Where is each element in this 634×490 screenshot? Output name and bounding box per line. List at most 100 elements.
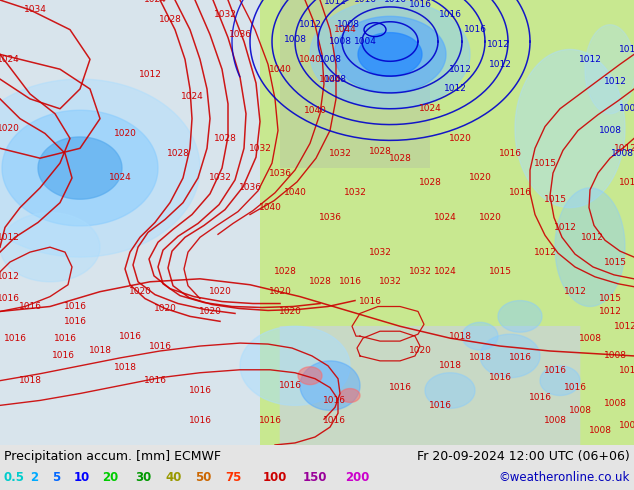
Text: 1020: 1020: [153, 304, 176, 313]
Text: 1028: 1028: [418, 178, 441, 187]
Text: 200: 200: [345, 471, 370, 485]
FancyBboxPatch shape: [200, 0, 634, 445]
Text: 1024: 1024: [0, 55, 20, 64]
Text: 1016: 1016: [278, 381, 302, 390]
Text: 1016: 1016: [389, 383, 411, 392]
Text: 1018: 1018: [439, 361, 462, 370]
Text: 20: 20: [102, 471, 119, 485]
Text: 1024: 1024: [108, 173, 131, 182]
Polygon shape: [555, 188, 625, 307]
Polygon shape: [480, 334, 540, 378]
Text: 1024: 1024: [418, 104, 441, 113]
Text: 150: 150: [303, 471, 328, 485]
Text: 1008: 1008: [619, 104, 634, 113]
Text: 1028: 1028: [214, 134, 236, 143]
Text: 1008: 1008: [569, 406, 592, 415]
Text: 1015: 1015: [533, 159, 557, 168]
Text: 1016: 1016: [18, 302, 41, 311]
Text: 1040: 1040: [299, 55, 321, 64]
Polygon shape: [425, 373, 475, 408]
Text: 1020: 1020: [129, 287, 152, 296]
Text: 1032: 1032: [344, 188, 366, 197]
Text: 1008: 1008: [619, 420, 634, 430]
Text: 1012: 1012: [619, 178, 634, 187]
Text: 1008: 1008: [588, 426, 612, 435]
Text: 1008: 1008: [337, 20, 359, 29]
Polygon shape: [585, 24, 634, 114]
Text: 1028: 1028: [158, 15, 181, 24]
Text: 1016: 1016: [508, 353, 531, 363]
Polygon shape: [300, 361, 360, 410]
Text: 1018: 1018: [89, 346, 112, 355]
Text: 0.5: 0.5: [4, 471, 25, 485]
Text: 1024: 1024: [181, 93, 204, 101]
Text: 1008: 1008: [283, 35, 306, 44]
Text: 1012: 1012: [299, 20, 321, 29]
Text: 1034: 1034: [23, 5, 46, 14]
Text: 1016: 1016: [63, 302, 86, 311]
Text: 1015: 1015: [543, 195, 567, 204]
Text: 1016: 1016: [358, 297, 382, 306]
Text: 1016: 1016: [188, 416, 212, 425]
Polygon shape: [358, 33, 422, 76]
Text: 1012: 1012: [598, 307, 621, 316]
Polygon shape: [515, 49, 625, 208]
Polygon shape: [0, 213, 100, 282]
Text: 1020: 1020: [408, 346, 432, 355]
Text: 30: 30: [135, 471, 152, 485]
Text: 1012: 1012: [581, 233, 604, 242]
Text: 1016: 1016: [429, 401, 451, 410]
Text: 1016: 1016: [463, 25, 486, 34]
Text: 75: 75: [225, 471, 242, 485]
Text: 2: 2: [30, 471, 38, 485]
Text: 1018: 1018: [113, 363, 136, 372]
Text: 1040: 1040: [283, 188, 306, 197]
Text: 1028: 1028: [389, 154, 411, 163]
Polygon shape: [38, 137, 122, 199]
Text: 1020: 1020: [198, 307, 221, 316]
Text: 1015: 1015: [598, 294, 621, 303]
Text: 1028: 1028: [167, 149, 190, 158]
Text: Precipitation accum. [mm] ECMWF: Precipitation accum. [mm] ECMWF: [4, 450, 221, 464]
Text: 1032: 1032: [209, 173, 231, 182]
Text: 1012: 1012: [0, 272, 20, 281]
Text: 1012: 1012: [619, 45, 634, 54]
Text: 1016: 1016: [63, 317, 86, 326]
Text: 1016: 1016: [508, 188, 531, 197]
Text: 1032: 1032: [214, 10, 236, 19]
Polygon shape: [498, 300, 542, 332]
Text: 1008: 1008: [318, 55, 342, 64]
Text: 1016: 1016: [323, 396, 346, 405]
Text: 1028: 1028: [368, 147, 391, 156]
Text: 1032: 1032: [408, 268, 432, 276]
Text: 1012: 1012: [614, 322, 634, 331]
Text: 1020: 1020: [209, 287, 231, 296]
Text: 1016: 1016: [53, 334, 77, 343]
Text: 1032: 1032: [328, 149, 351, 158]
Text: 1040: 1040: [269, 65, 292, 74]
Text: 1018: 1018: [18, 376, 41, 385]
Text: 1036: 1036: [228, 30, 252, 39]
Polygon shape: [2, 110, 158, 226]
Text: 1020: 1020: [113, 129, 136, 138]
Text: 1032: 1032: [378, 277, 401, 286]
Text: 1016: 1016: [408, 0, 432, 9]
Polygon shape: [540, 366, 580, 395]
Polygon shape: [298, 367, 322, 385]
Text: 1040: 1040: [259, 203, 281, 212]
Text: 1008: 1008: [328, 37, 351, 46]
Text: 1016: 1016: [323, 416, 346, 425]
Text: 1016: 1016: [543, 366, 567, 375]
Text: 1016: 1016: [384, 0, 406, 4]
Text: 40: 40: [165, 471, 181, 485]
Text: 1024: 1024: [144, 0, 166, 4]
Text: 1040: 1040: [304, 106, 327, 115]
Text: 1008: 1008: [323, 74, 347, 84]
Text: 1016: 1016: [51, 351, 75, 361]
Text: 1008: 1008: [611, 149, 633, 158]
Text: 1044: 1044: [333, 25, 356, 34]
Text: 1028: 1028: [273, 268, 297, 276]
Text: 1015: 1015: [489, 268, 512, 276]
Text: 1020: 1020: [449, 134, 472, 143]
Polygon shape: [310, 0, 470, 109]
